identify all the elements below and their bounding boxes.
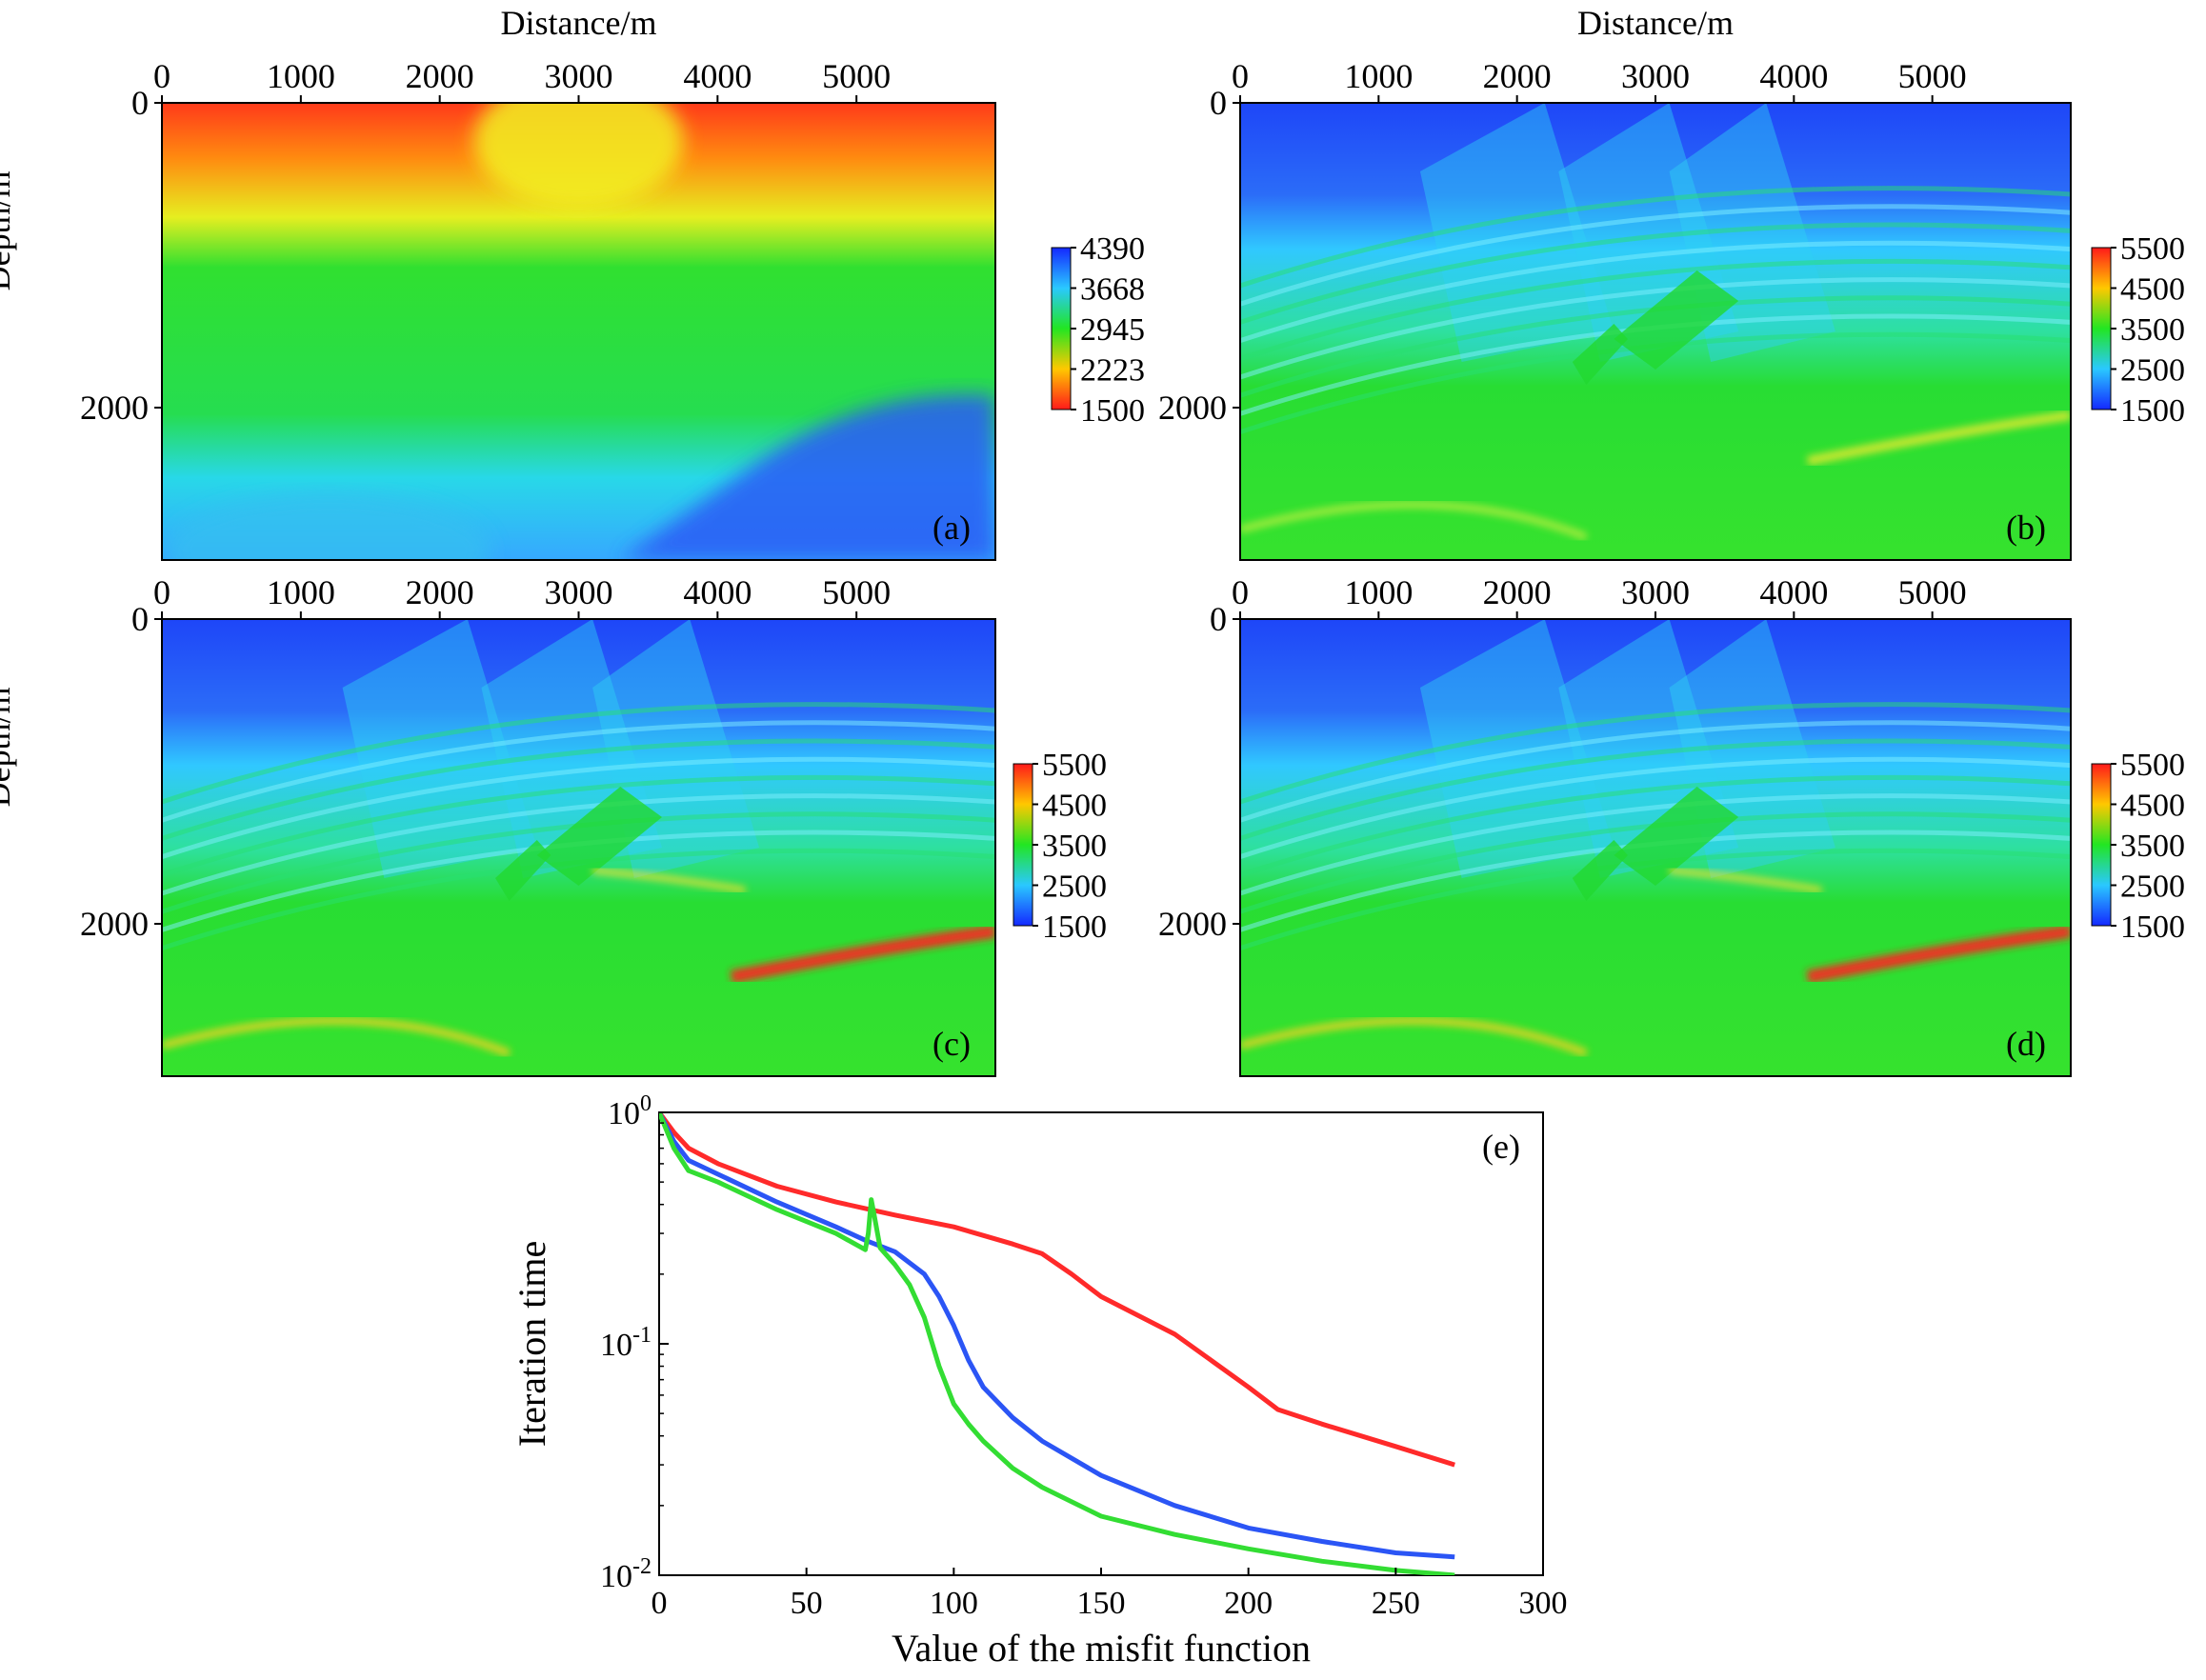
- colorbar-tick-label: 2223: [1080, 353, 1145, 389]
- colorbar-b: 5500 4500 3500 2500 1500: [2091, 231, 2185, 429]
- colorbar-tick-label: 3500: [1042, 829, 1107, 864]
- x-tick-label: 5000: [1898, 57, 1967, 95]
- colorbar-a: 4390 3668 2945 2223 1500: [1051, 231, 1145, 429]
- y-tick-label: 0: [131, 84, 149, 122]
- velocity-image-c: [162, 619, 995, 1076]
- x-tick-label: 2000: [1483, 57, 1552, 95]
- plot-frame-e: [658, 1111, 1544, 1576]
- x-tick-label: 100: [930, 1586, 978, 1621]
- colorbar-tick-label: 3668: [1080, 272, 1145, 308]
- x-axis-title: Value of the misfit function: [892, 1627, 1311, 1670]
- y-tick-label: 0: [1210, 600, 1227, 638]
- y-tick-label: 2000: [1158, 905, 1227, 943]
- x-tick-label: 2000: [406, 57, 474, 95]
- x-tick-label: 300: [1519, 1586, 1568, 1621]
- series-line-red: [659, 1112, 1455, 1468]
- convergence-plot: 0 50 100 150 200 250 300 100 10-1 10-2 Value of th…: [511, 1091, 1568, 1670]
- x-tick-label: 1000: [267, 573, 335, 611]
- colorbar-tick-label: 5500: [2120, 231, 2185, 267]
- x-tick-label: 0: [153, 573, 170, 611]
- velocity-image-a: [162, 103, 995, 560]
- x-tick-label: 50: [791, 1586, 823, 1621]
- panel-label: (c): [933, 1025, 971, 1063]
- x-tick-label: 1000: [1344, 57, 1413, 95]
- panel-label: (b): [2006, 509, 2046, 547]
- series-line-green: [659, 1112, 1455, 1575]
- colorbar-tick-label: 4500: [2120, 789, 2185, 824]
- colorbar-tick-label: 5500: [1042, 748, 1107, 783]
- velocity-image-b: [1240, 103, 2071, 560]
- panel-label: (a): [933, 509, 971, 547]
- x-tick-label: 4000: [1759, 573, 1828, 611]
- x-tick-label: 0: [652, 1586, 668, 1621]
- x-tick-label: 200: [1224, 1586, 1273, 1621]
- x-tick-label: 1000: [267, 57, 335, 95]
- x-axis-title: Distance/m: [1577, 4, 1734, 42]
- series-line-blue: [659, 1112, 1455, 1560]
- x-tick-label: 3000: [545, 57, 613, 95]
- x-tick-label: 5000: [822, 57, 891, 95]
- colorbar-tick-label: 1500: [2120, 910, 2185, 945]
- colorbar-d: 5500 4500 3500 2500 1500: [2091, 748, 2185, 945]
- colorbar-tick-label: 1500: [1042, 910, 1107, 945]
- y-tick-label: 2000: [1158, 389, 1227, 427]
- x-tick-label: 3000: [1621, 57, 1690, 95]
- x-tick-label: 3000: [1621, 573, 1690, 611]
- x-tick-label: 0: [1232, 57, 1249, 95]
- x-tick-label: 1000: [1344, 573, 1413, 611]
- x-tick-label: 150: [1077, 1586, 1126, 1621]
- colorbar-tick-label: 2500: [2120, 870, 2185, 905]
- x-tick-label: 5000: [822, 573, 891, 611]
- x-tick-label: 5000: [1898, 573, 1967, 611]
- x-tick-label: 0: [153, 57, 170, 95]
- x-tick-label: 4000: [683, 573, 752, 611]
- colorbar-tick-label: 2500: [1042, 870, 1107, 905]
- y-tick-label: 10-2: [600, 1554, 652, 1594]
- x-tick-label: 0: [1232, 573, 1249, 611]
- colorbar-tick-label: 1500: [1080, 393, 1145, 429]
- y-axis-title: Depth/m: [0, 170, 17, 290]
- panel-c: 0 1000 2000 3000 4000 5000 0 2000 Depth/m (c) 5500…: [0, 573, 1107, 1077]
- x-tick-label: 250: [1372, 1586, 1420, 1621]
- colorbar-tick-label: 4390: [1080, 231, 1145, 267]
- x-axis-title: Distance/m: [501, 4, 657, 42]
- colorbar-tick-label: 2945: [1080, 312, 1145, 348]
- velocity-image-d: [1240, 619, 2071, 1076]
- colorbar-tick-label: 1500: [2120, 393, 2185, 429]
- colorbar-tick-label: 5500: [2120, 748, 2185, 783]
- y-axis-title: Depth/m: [0, 687, 17, 807]
- panel-d: 0 1000 2000 3000 4000 5000 0 2000 (d) 5500 4500 350…: [1158, 573, 2185, 1077]
- x-tick-label: 4000: [1759, 57, 1828, 95]
- y-axis-title: Iteration time: [511, 1241, 553, 1448]
- y-tick-label: 2000: [80, 389, 149, 427]
- panel-b: 0 1000 2000 3000 4000 5000 0 2000 Distance/m (b) 5…: [1158, 4, 2185, 561]
- colorbar-tick-label: 2500: [2120, 353, 2185, 389]
- y-tick-label: 10-1: [600, 1323, 652, 1363]
- x-tick-label: 2000: [406, 573, 474, 611]
- panel-label: (d): [2006, 1025, 2046, 1063]
- x-tick-label: 4000: [683, 57, 752, 95]
- panel-a: 0 1000 2000 3000 4000 5000 0 2000 Distance/m Dept…: [0, 4, 1145, 561]
- x-tick-label: 2000: [1483, 573, 1552, 611]
- colorbar-tick-label: 4500: [2120, 272, 2185, 308]
- y-tick-label: 0: [131, 600, 149, 638]
- y-tick-label: 2000: [80, 905, 149, 943]
- y-tick-label: 100: [608, 1091, 652, 1131]
- colorbar-c: 5500 4500 3500 2500 1500: [1013, 748, 1107, 945]
- x-tick-label: 3000: [545, 573, 613, 611]
- panel-label: (e): [1482, 1128, 1520, 1166]
- colorbar-tick-label: 3500: [2120, 312, 2185, 348]
- colorbar-tick-label: 4500: [1042, 789, 1107, 824]
- y-tick-label: 0: [1210, 84, 1227, 122]
- colorbar-tick-label: 3500: [2120, 829, 2185, 864]
